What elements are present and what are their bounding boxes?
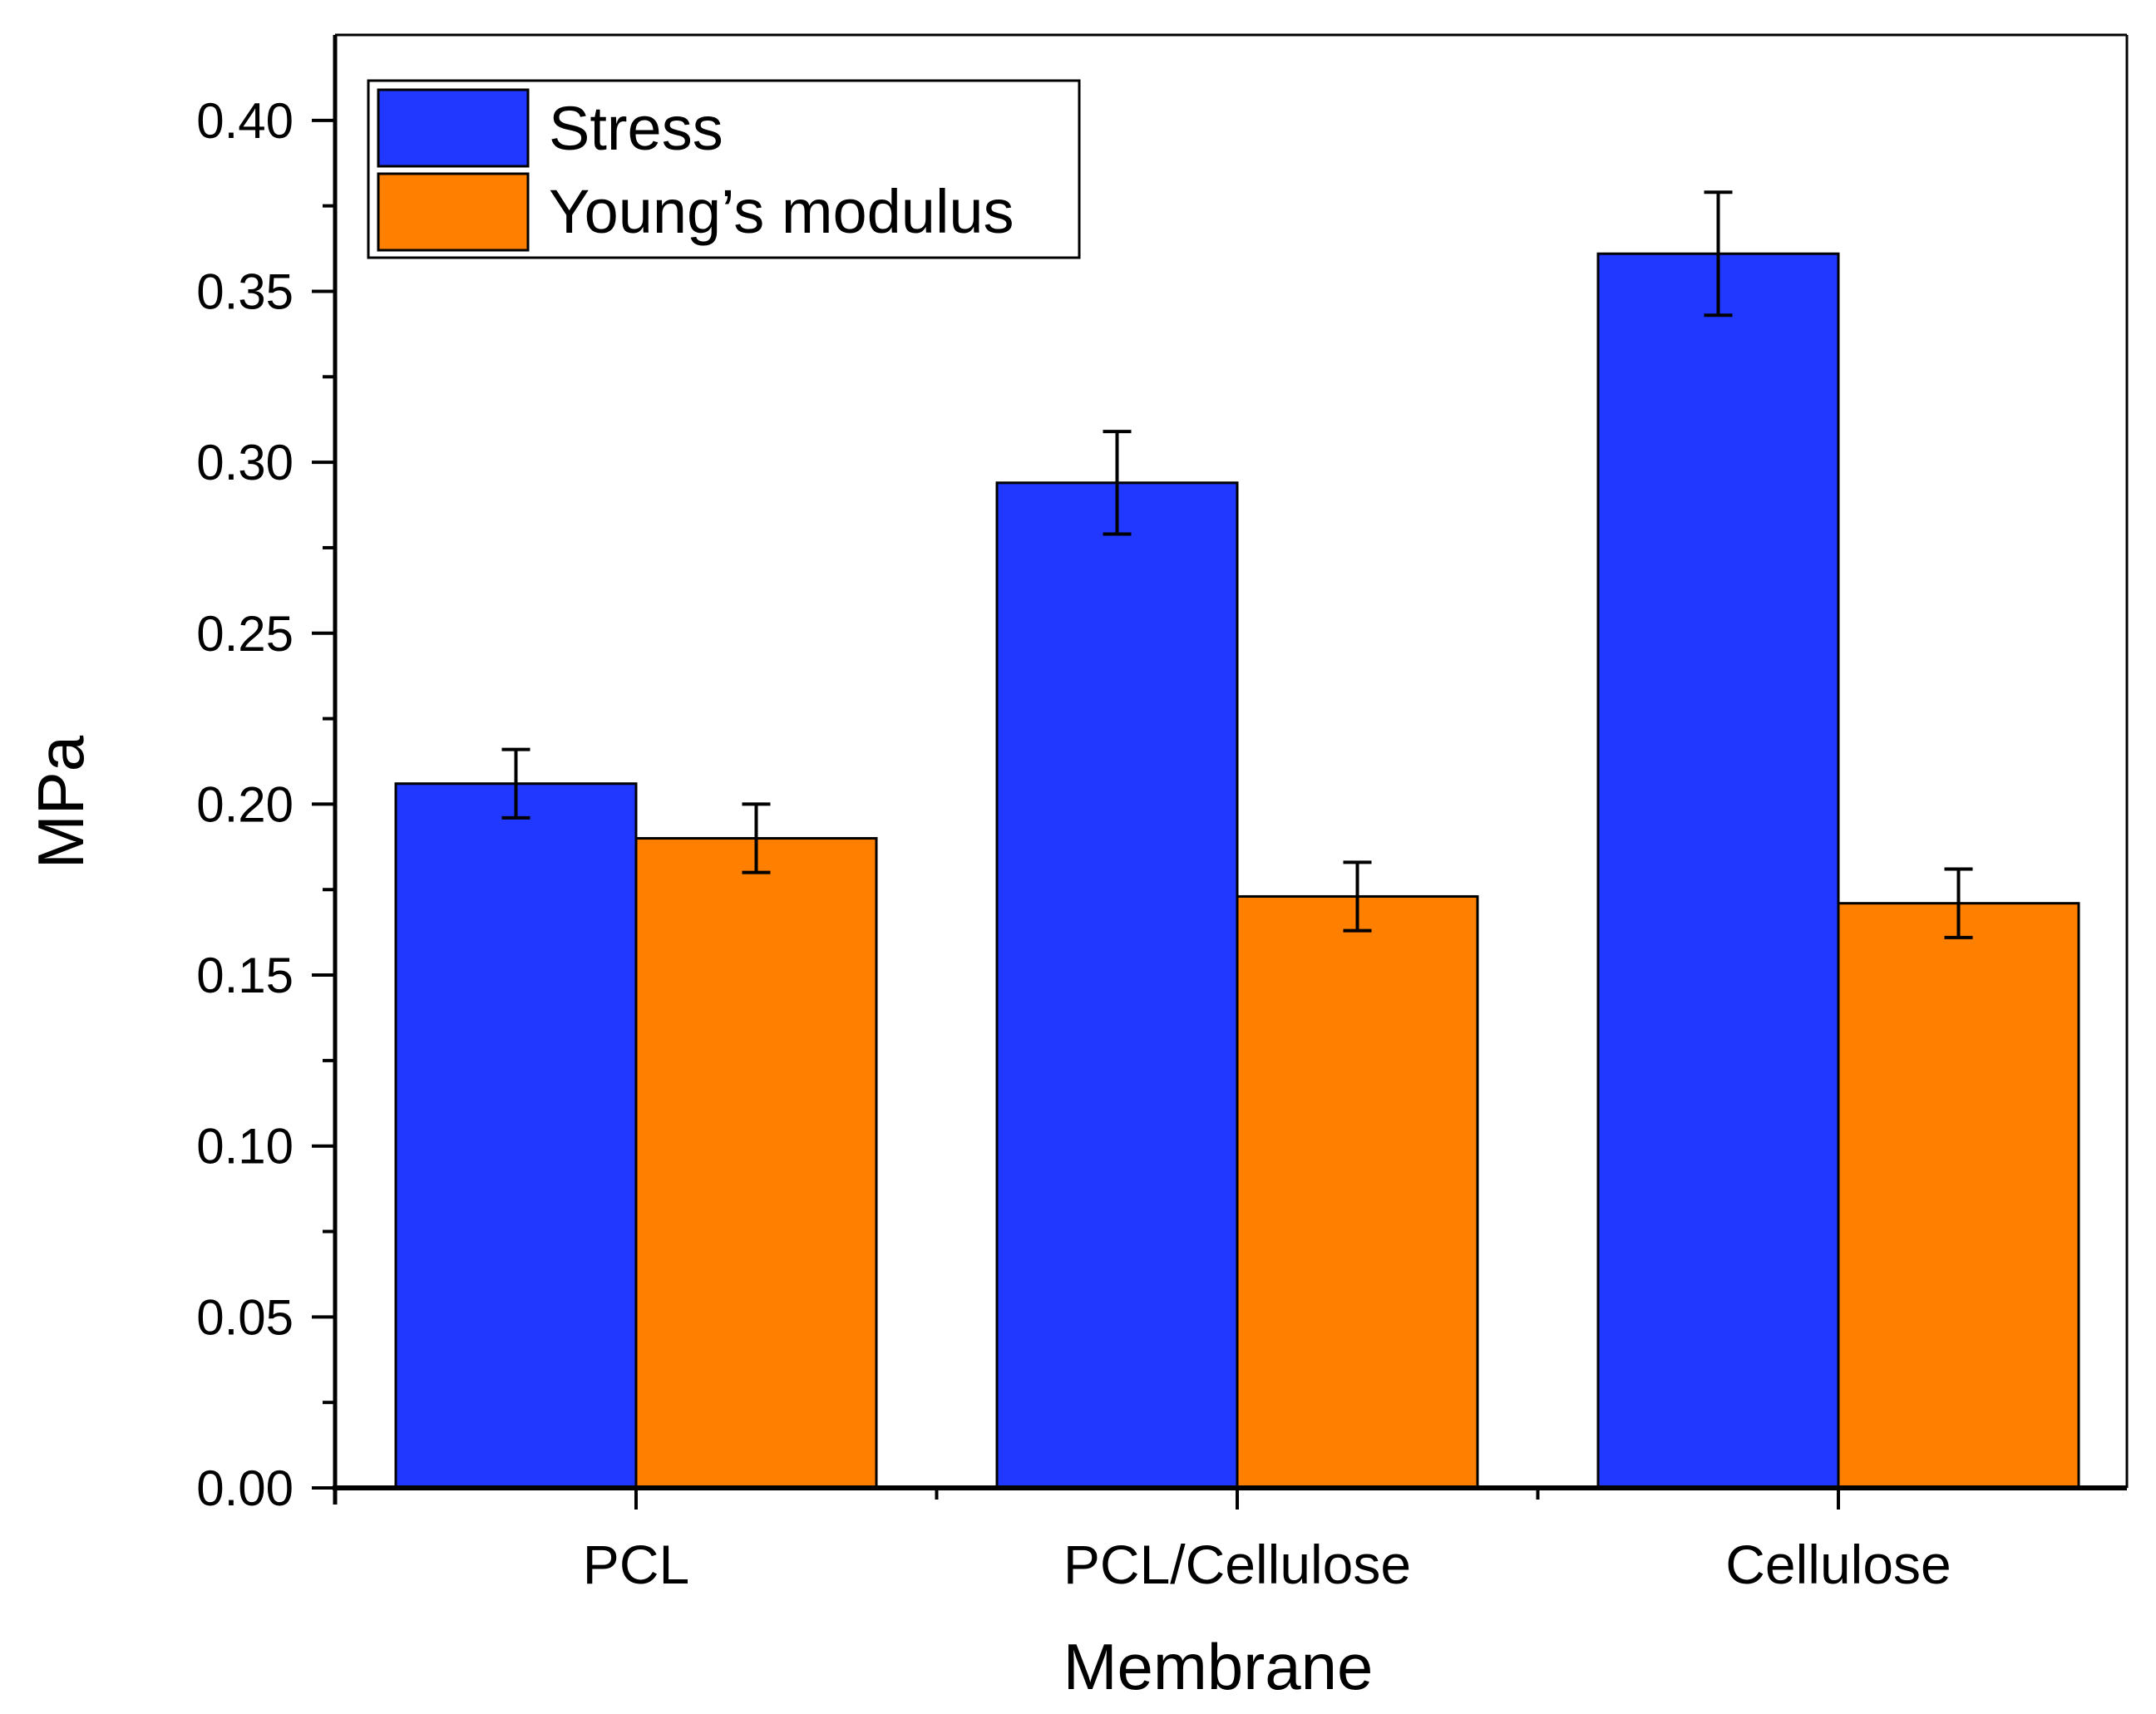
error-bar-young-s-modulus-pcl [742, 802, 771, 874]
bar-stress-pcl [394, 782, 638, 1490]
y-tick-label: 0.30 [196, 435, 294, 490]
legend-label-stress: Stress [549, 94, 723, 163]
y-axis-title: MPa [24, 735, 97, 869]
error-bar-stress-pcl-cellulose [1103, 430, 1132, 536]
y-tick-label: 0.35 [196, 264, 294, 319]
bar-stress-cellulose [1596, 252, 1840, 1490]
legend-swatch-youngs-modulus [377, 172, 530, 252]
error-bar-stress-cellulose [1704, 190, 1733, 318]
error-bars-layer [501, 190, 1973, 939]
bar-stress-pcl-cellulose [995, 481, 1239, 1490]
y-tick-label: 0.25 [196, 606, 294, 662]
bars-layer [394, 252, 2080, 1490]
y-tick-label: 0.20 [196, 776, 294, 832]
labels-layer: PCL PCL/Cellulose Cellulose 0.00 0.05 0.10 0.1… [196, 93, 1951, 1595]
bar-young-s-modulus-pcl-cellulose [1236, 894, 1479, 1490]
x-tick-label-pcl-cellulose: PCL/Cellulose [1063, 1534, 1411, 1595]
axes-layer [333, 33, 2129, 1505]
y-tick-label: 0.10 [196, 1119, 294, 1175]
error-bar-stress-pcl [501, 747, 530, 820]
y-tick-label: 0.15 [196, 948, 294, 1003]
x-tick-label-pcl: PCL [583, 1534, 689, 1595]
legend-label-youngs-modulus: Young’s modulus [549, 177, 1014, 246]
ticks-layer [312, 118, 1840, 1510]
bar-young-s-modulus-cellulose [1837, 902, 2080, 1490]
legend-swatch-stress [377, 88, 530, 168]
x-axis-title: Membrane [1063, 1630, 1374, 1703]
legend: Stress Young’s modulus [367, 79, 1081, 259]
y-tick-label: 0.05 [196, 1289, 294, 1345]
y-tick-label: 0.00 [196, 1460, 294, 1516]
y-tick-label: 0.40 [196, 93, 294, 149]
x-tick-label-cellulose: Cellulose [1725, 1534, 1951, 1595]
bar-young-s-modulus-pcl [634, 837, 878, 1490]
error-bar-young-s-modulus-pcl-cellulose [1343, 860, 1372, 933]
error-bar-young-s-modulus-cellulose [1944, 867, 1973, 939]
